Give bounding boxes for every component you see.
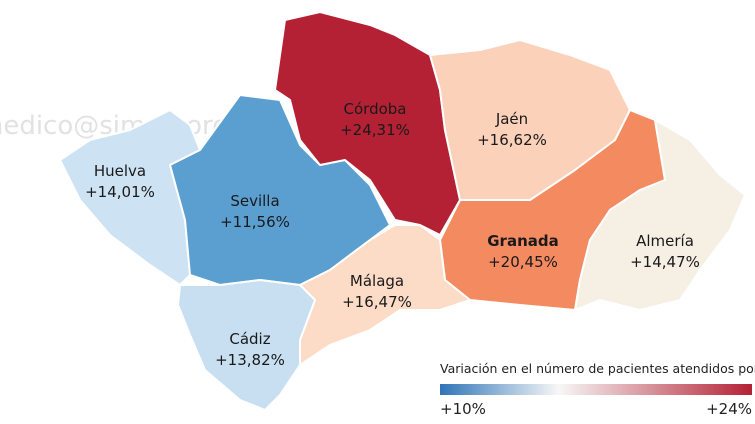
province-name: Sevilla bbox=[230, 192, 279, 210]
province-value: +14,47% bbox=[630, 253, 700, 271]
province-value: +11,56% bbox=[220, 213, 290, 231]
province-name: Almería bbox=[636, 232, 694, 250]
legend-min: +10% bbox=[440, 400, 486, 418]
province-value: +14,01% bbox=[85, 183, 155, 201]
legend-max: +24% bbox=[706, 400, 752, 418]
province-value: +24,31% bbox=[340, 121, 410, 139]
province-name: Granada bbox=[487, 232, 559, 250]
legend-title: Variación en el número de pacientes aten… bbox=[440, 361, 755, 376]
province-name: Málaga bbox=[350, 272, 404, 290]
province bbox=[574, 119, 746, 311]
province-name: Cádiz bbox=[229, 330, 270, 348]
province-value: +20,45% bbox=[488, 253, 558, 271]
province-name: Córdoba bbox=[344, 100, 407, 118]
province bbox=[169, 94, 391, 286]
legend-gradient bbox=[440, 384, 752, 395]
province-value: +16,47% bbox=[342, 293, 412, 311]
province bbox=[177, 279, 316, 411]
province-value: +16,62% bbox=[477, 131, 547, 149]
province bbox=[274, 11, 461, 236]
province-name: Jaén bbox=[495, 110, 528, 128]
province-value: +13,82% bbox=[215, 351, 285, 369]
province-name: Huelva bbox=[94, 162, 146, 180]
